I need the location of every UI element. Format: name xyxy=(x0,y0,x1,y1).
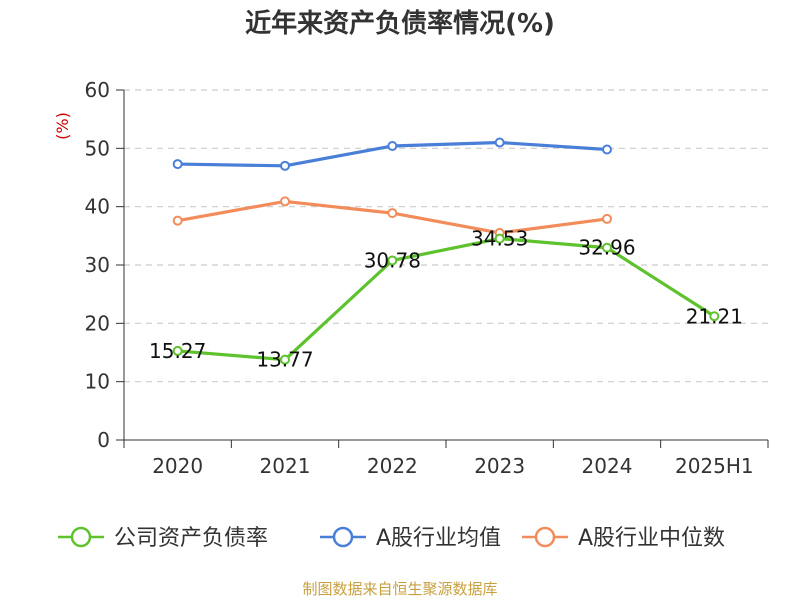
data-point xyxy=(602,213,612,224)
source-note: 制图数据来自恒生聚源数据库 xyxy=(302,580,497,598)
legend-label: A股行业均值 xyxy=(376,526,501,551)
x-tick-label: 2024 xyxy=(582,454,633,478)
x-tick-label: 2021 xyxy=(260,454,311,478)
data-point xyxy=(387,255,398,266)
data-point xyxy=(494,137,505,148)
data-labels: 15.27 13.77 30.78 34.53 32.96 21.21 xyxy=(149,227,743,372)
data-point xyxy=(709,311,720,322)
data-point xyxy=(280,160,290,171)
data-label: 30.78 xyxy=(364,248,421,272)
data-point xyxy=(602,144,612,155)
legend: 公司资产负债率 A股行业均值 A股行业中位数 xyxy=(58,526,725,551)
data-point xyxy=(387,208,398,219)
data-point xyxy=(280,196,290,207)
series-points xyxy=(172,137,720,365)
axes xyxy=(116,89,769,448)
data-point xyxy=(387,141,398,151)
data-point xyxy=(172,215,183,226)
data-label: 15.27 xyxy=(149,339,206,363)
x-tick-label: 2025H1 xyxy=(675,454,754,478)
legend-marker xyxy=(70,526,92,548)
grid-lines xyxy=(124,89,768,383)
series-line-1 xyxy=(177,236,716,362)
x-tick-label: 2022 xyxy=(367,454,418,478)
data-label: 34.53 xyxy=(471,227,528,251)
data-point xyxy=(172,159,183,170)
data-label: 32.96 xyxy=(578,236,635,260)
y-tick-label: 20 xyxy=(85,311,110,335)
data-point xyxy=(602,242,612,253)
data-label: 21.21 xyxy=(686,304,743,328)
data-label: 13.77 xyxy=(256,348,313,372)
y-tick-label: 50 xyxy=(85,136,110,160)
data-point xyxy=(494,233,505,244)
data-point xyxy=(280,354,290,365)
x-tick-label: 2020 xyxy=(152,454,203,478)
legend-label: 公司资产负债率 xyxy=(114,526,268,551)
x-tick-labels: 2020 2021 2022 2023 2024 2025H1 xyxy=(152,454,753,478)
legend-marker xyxy=(332,526,354,548)
legend-label: A股行业中位数 xyxy=(578,526,725,551)
y-tick-label: 10 xyxy=(85,370,110,394)
legend-marker xyxy=(534,526,556,548)
y-tick-labels: 0 10 20 30 40 50 60 xyxy=(85,78,110,452)
y-tick-label: 60 xyxy=(85,78,110,102)
y-tick-label: 0 xyxy=(97,428,110,452)
data-point xyxy=(172,345,183,356)
y-axis-unit: (%) xyxy=(53,112,72,140)
y-tick-label: 40 xyxy=(85,195,110,219)
y-tick-label: 30 xyxy=(85,253,110,277)
x-tick-label: 2023 xyxy=(474,454,525,478)
chart-title: 近年来资产负债率情况(%) xyxy=(245,8,555,39)
